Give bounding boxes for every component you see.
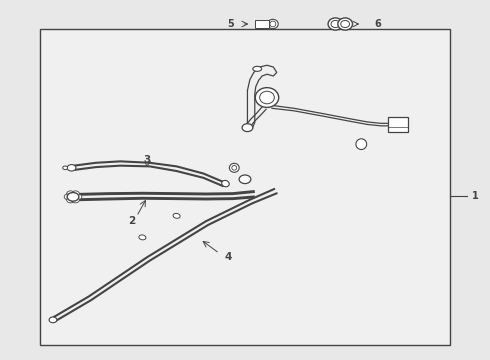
Text: 3: 3 <box>144 155 151 165</box>
Circle shape <box>74 194 82 200</box>
Ellipse shape <box>63 166 68 170</box>
Bar <box>255 20 270 28</box>
Circle shape <box>67 191 74 197</box>
Ellipse shape <box>331 21 340 28</box>
Circle shape <box>72 197 79 203</box>
Ellipse shape <box>356 139 367 149</box>
Text: 1: 1 <box>472 191 479 201</box>
Ellipse shape <box>253 66 262 71</box>
Ellipse shape <box>221 180 229 187</box>
Circle shape <box>72 191 79 197</box>
Ellipse shape <box>328 18 343 30</box>
Ellipse shape <box>255 87 279 107</box>
Ellipse shape <box>239 175 251 184</box>
Circle shape <box>67 197 74 203</box>
Bar <box>40 30 450 345</box>
Circle shape <box>67 193 79 201</box>
Ellipse shape <box>173 213 180 218</box>
Text: 6: 6 <box>374 19 381 29</box>
Bar <box>388 117 408 132</box>
Text: 4: 4 <box>224 252 232 262</box>
Ellipse shape <box>232 166 237 170</box>
Text: 2: 2 <box>128 216 135 226</box>
Ellipse shape <box>341 21 349 28</box>
Ellipse shape <box>242 124 253 132</box>
Text: 5: 5 <box>227 19 234 29</box>
Ellipse shape <box>229 163 239 172</box>
Ellipse shape <box>139 235 146 240</box>
Ellipse shape <box>67 165 76 171</box>
Ellipse shape <box>270 21 276 27</box>
Ellipse shape <box>338 18 352 30</box>
Ellipse shape <box>268 19 278 29</box>
Circle shape <box>49 317 57 323</box>
Circle shape <box>64 194 72 200</box>
Ellipse shape <box>260 91 274 104</box>
